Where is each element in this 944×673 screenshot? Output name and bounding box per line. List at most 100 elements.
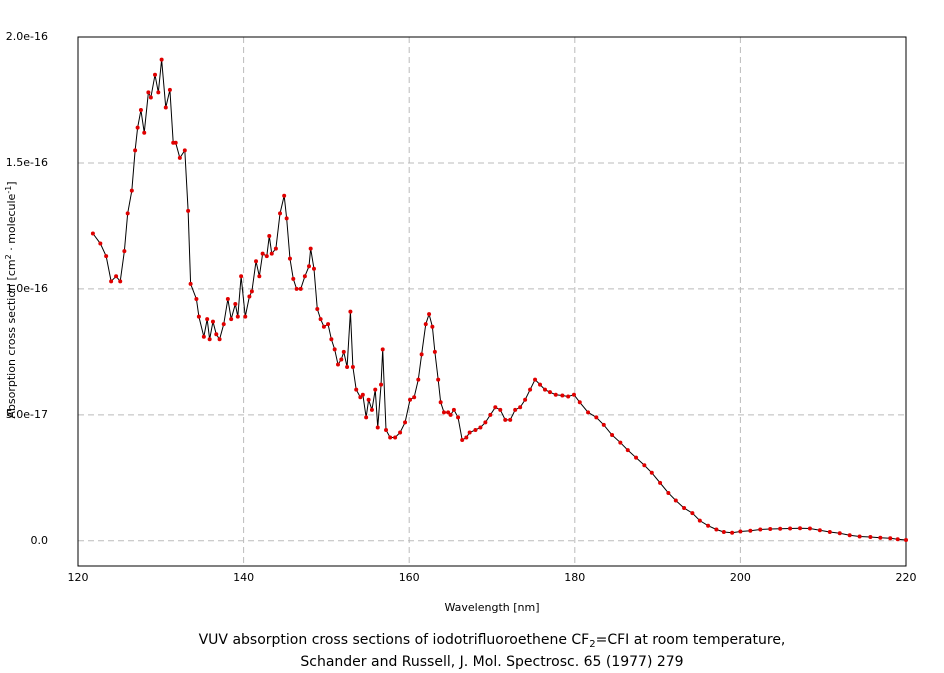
data-point [332,347,337,352]
data-point [114,274,119,279]
data-point [827,529,832,534]
data-point [483,420,488,425]
data-point [339,357,344,362]
data-point [345,364,350,369]
data-point [291,276,296,281]
data-point [610,433,615,438]
data-point [528,387,533,392]
data-point [129,188,134,193]
data-point [758,527,763,532]
data-point [335,362,340,367]
data-point [423,322,428,327]
data-point [498,407,503,412]
data-point [369,407,374,412]
data-point [904,538,908,543]
data-point [868,535,873,540]
data-point [148,95,153,100]
data-point [294,286,299,291]
data-point [260,251,265,256]
data-point [560,393,565,398]
y-tick-label: 0.0 [31,534,49,547]
data-point [311,266,316,271]
data-point [488,412,493,417]
data-point [229,317,234,322]
data-point [721,529,726,534]
data-point [135,125,140,130]
y-tick-label: 2.0e-16 [6,30,48,43]
data-point [384,427,389,432]
data-point [196,314,201,319]
data-point [577,400,582,405]
x-tick-label: 140 [233,571,254,584]
data-point [788,526,793,531]
data-point [666,490,671,495]
data-point [201,334,206,339]
data-point [446,410,451,415]
data-point [393,435,398,440]
data-point [163,105,168,110]
data-point [318,317,323,322]
data-point [837,531,842,536]
data-point [412,395,417,400]
data-point [748,528,753,533]
data-point [625,448,630,453]
data-point [817,528,822,533]
data-point [98,241,103,246]
data-point [690,511,695,516]
data-point [358,395,363,400]
data-point [478,425,483,430]
data-point [441,410,446,415]
data-point [738,529,743,534]
data-point [730,530,735,535]
data-point [375,425,380,430]
data-point [287,256,292,261]
y-tick-label: 1.5e-16 [6,156,48,169]
data-point [307,264,312,269]
data-point [239,274,244,279]
data-point [493,405,498,410]
data-point [217,337,222,342]
data-point [109,279,114,284]
data-point [419,352,424,357]
y-label-sup: 2 [4,254,13,259]
caption-part: VUV absorption cross sections of iodotri… [199,632,590,648]
data-point [895,537,900,542]
data-point [388,435,393,440]
data-point [768,526,773,531]
data-point [159,57,164,62]
data-point [508,417,513,422]
data-point [460,438,465,443]
data-point [233,302,238,307]
data-point [321,324,326,329]
data-point [247,294,252,299]
data-point [373,387,378,392]
data-point [282,193,287,198]
data-point [807,526,812,531]
data-point [436,377,441,382]
data-point [430,324,435,329]
y-axis-label: Absorption cross section [cm2 · molecule… [4,181,19,418]
y-tick-label: 5.0e-17 [6,408,48,421]
x-tick-label: 180 [564,571,585,584]
data-point [273,246,278,251]
data-point [594,415,599,420]
data-point [432,349,437,354]
data-point [523,397,528,402]
data-point [658,480,663,485]
data-point [571,392,576,397]
data-point [326,322,331,327]
data-point [118,279,123,284]
y-tick-label: 1.0e-16 [6,282,48,295]
data-point [566,394,571,399]
caption-sub: 2 [589,639,595,650]
data-point [518,405,523,410]
data-point [146,90,151,95]
data-point [264,254,269,259]
data-point [225,296,230,301]
data-point [267,234,272,239]
data-point [182,148,187,153]
x-tick-label: 200 [730,571,751,584]
data-point [348,309,353,314]
data-point [188,281,193,286]
